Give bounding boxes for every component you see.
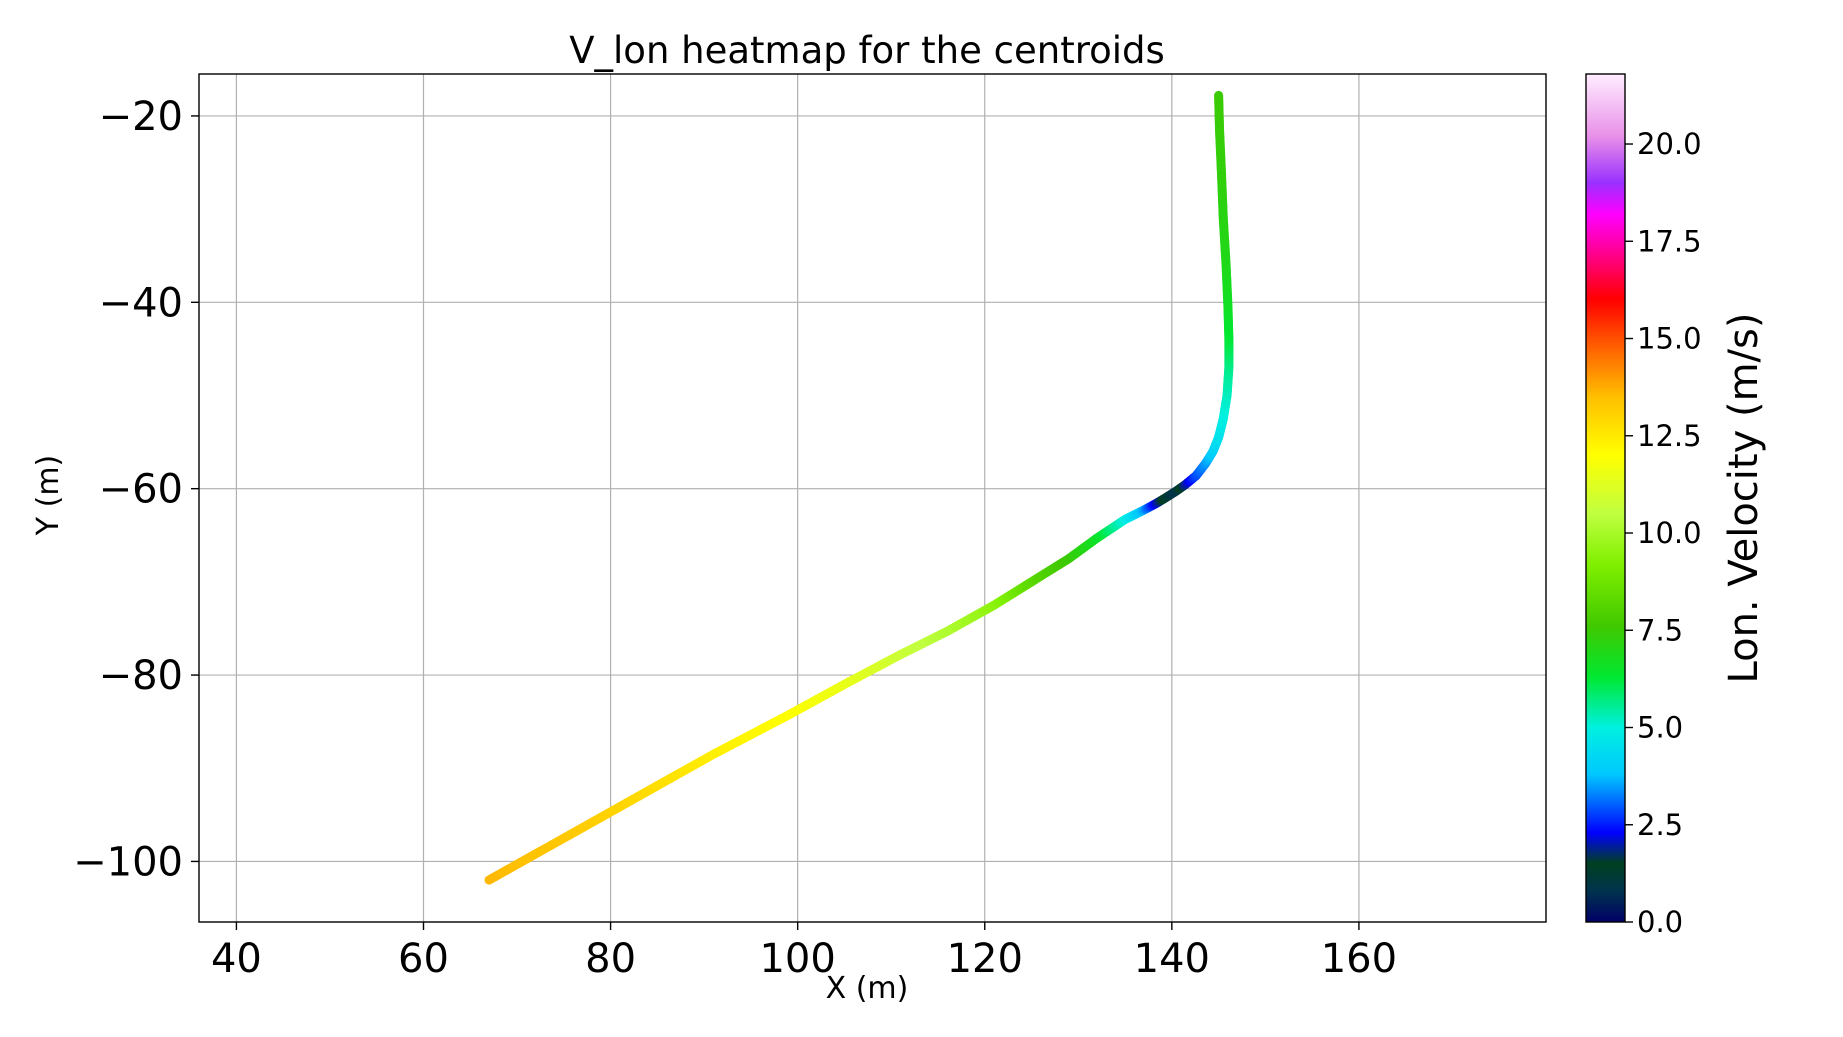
y-tick-label: −20 bbox=[99, 94, 183, 140]
plot-frame bbox=[198, 73, 1547, 923]
y-tick-label: −40 bbox=[99, 280, 183, 326]
colorbar-tick-label: 2.5 bbox=[1637, 808, 1683, 842]
x-axis-label: X (m) bbox=[826, 971, 909, 1006]
chart-title: V_lon heatmap for the centroids bbox=[569, 29, 1165, 72]
colorbar-label: Lon. Velocity (m/s) bbox=[1721, 313, 1767, 684]
colorbar-frame bbox=[1585, 73, 1626, 923]
x-tick-label: 140 bbox=[1134, 936, 1210, 982]
colorbar-tick-label: 5.0 bbox=[1637, 711, 1683, 745]
x-tick-label: 160 bbox=[1321, 936, 1397, 982]
colorbar-tick-label: 0.0 bbox=[1637, 905, 1683, 939]
colorbar-tick-label: 15.0 bbox=[1637, 322, 1702, 356]
y-axis-label: Y (m) bbox=[31, 455, 66, 537]
colorbar-tick-label: 17.5 bbox=[1637, 224, 1702, 258]
x-tick-label: 40 bbox=[211, 936, 262, 982]
series-trajectory bbox=[484, 90, 1234, 885]
x-tick-label: 100 bbox=[759, 936, 835, 982]
x-tick-label: 60 bbox=[398, 936, 449, 982]
y-tick-label: −60 bbox=[99, 467, 183, 513]
colorbar: 0.0 2.5 5.0 7.5 10.0 12.5 15.0 17.5 20.0 bbox=[1585, 73, 1702, 939]
y-tick-label: −80 bbox=[99, 653, 183, 699]
colorbar-ticks: 0.0 2.5 5.0 7.5 10.0 12.5 15.0 17.5 20.0 bbox=[1625, 127, 1702, 939]
y-axis-ticks: −20 −40 −60 −80 −100 bbox=[73, 94, 199, 885]
colorbar-gradient bbox=[1586, 74, 1625, 922]
colorbar-tick-label: 10.0 bbox=[1637, 516, 1702, 550]
y-tick-label: −100 bbox=[73, 839, 183, 885]
colorbar-tick-label: 12.5 bbox=[1637, 419, 1702, 453]
plot-area: 40 60 80 100 120 140 160 −20 −40 −60 −80 −100 bbox=[73, 73, 1547, 982]
colorbar-tick-label: 7.5 bbox=[1637, 613, 1683, 647]
x-axis-ticks: 40 60 80 100 120 140 160 bbox=[211, 922, 1397, 982]
x-tick-label: 120 bbox=[947, 936, 1023, 982]
x-tick-label: 80 bbox=[585, 936, 636, 982]
colorbar-tick-label: 20.0 bbox=[1637, 127, 1702, 161]
